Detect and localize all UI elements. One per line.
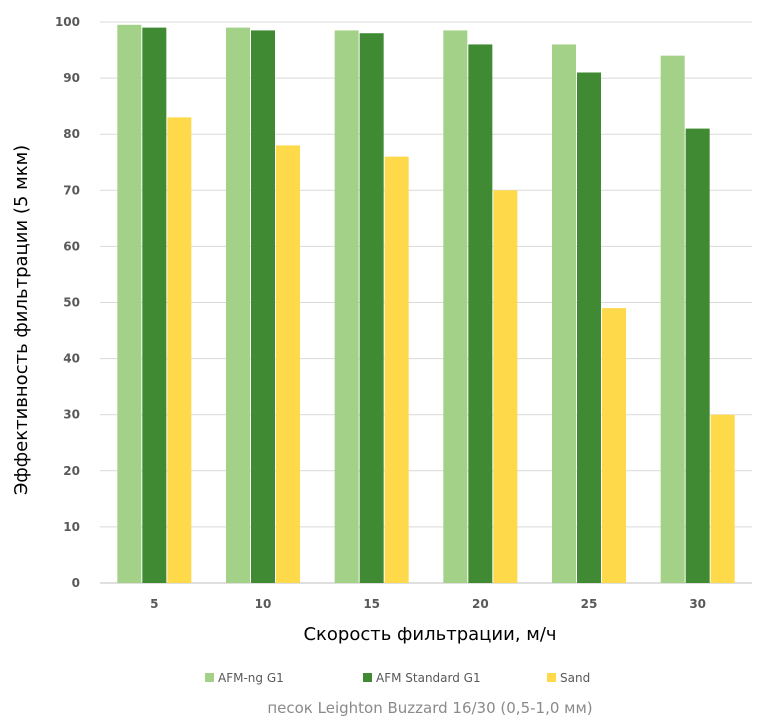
bar bbox=[276, 145, 300, 584]
y-tick-label: 60 bbox=[63, 239, 80, 253]
bar bbox=[468, 44, 493, 583]
x-tick-label: 10 bbox=[255, 597, 272, 611]
y-tick-label: 90 bbox=[63, 71, 80, 85]
bars bbox=[117, 24, 735, 584]
y-tick-label: 70 bbox=[63, 183, 80, 197]
y-tick-label: 50 bbox=[63, 296, 80, 310]
y-tick-label: 0 bbox=[72, 576, 80, 590]
y-tick-label: 20 bbox=[63, 464, 80, 478]
bar bbox=[384, 156, 409, 583]
y-axis-ticks: 0 10 20 30 40 50 60 70 80 90 100 bbox=[55, 15, 80, 590]
legend: AFM-ng G1 AFM Standard G1 Sand bbox=[205, 671, 590, 685]
bar bbox=[167, 117, 192, 584]
bar bbox=[602, 308, 626, 583]
bar bbox=[226, 27, 250, 584]
y-tick-label: 40 bbox=[63, 352, 80, 366]
y-tick-label: 80 bbox=[63, 127, 80, 141]
y-tick-label: 30 bbox=[63, 408, 80, 422]
bar bbox=[552, 44, 576, 583]
legend-label: AFM Standard G1 bbox=[376, 671, 481, 685]
legend-label: AFM-ng G1 bbox=[218, 671, 284, 685]
bar bbox=[117, 24, 142, 584]
legend-swatch bbox=[363, 673, 372, 682]
bar bbox=[142, 27, 167, 584]
x-tick-label: 30 bbox=[689, 597, 706, 611]
gridlines bbox=[100, 21, 752, 584]
bar bbox=[443, 30, 468, 584]
y-axis-title: Эффективность фильтрации (5 мкм) bbox=[11, 145, 32, 495]
x-axis-ticks: 5 10 15 20 25 30 bbox=[150, 597, 706, 611]
bar bbox=[710, 414, 735, 583]
chart-caption: песок Leighton Buzzard 16/30 (0,5-1,0 мм… bbox=[267, 699, 592, 717]
x-tick-label: 15 bbox=[363, 597, 380, 611]
bar bbox=[493, 190, 518, 584]
bar bbox=[660, 55, 685, 584]
legend-swatch bbox=[205, 673, 214, 682]
y-tick-label: 10 bbox=[63, 520, 80, 534]
x-tick-label: 20 bbox=[472, 597, 489, 611]
x-tick-label: 25 bbox=[581, 597, 598, 611]
x-axis-title: Скорость фильтрации, м/ч bbox=[303, 624, 556, 645]
bar bbox=[577, 72, 601, 584]
bar bbox=[251, 30, 275, 584]
legend-label: Sand bbox=[560, 671, 590, 685]
y-tick-label: 100 bbox=[55, 15, 80, 29]
bar bbox=[685, 128, 710, 583]
bar bbox=[359, 33, 384, 584]
legend-swatch bbox=[547, 673, 556, 682]
x-tick-label: 5 bbox=[150, 597, 158, 611]
bar bbox=[334, 30, 359, 584]
